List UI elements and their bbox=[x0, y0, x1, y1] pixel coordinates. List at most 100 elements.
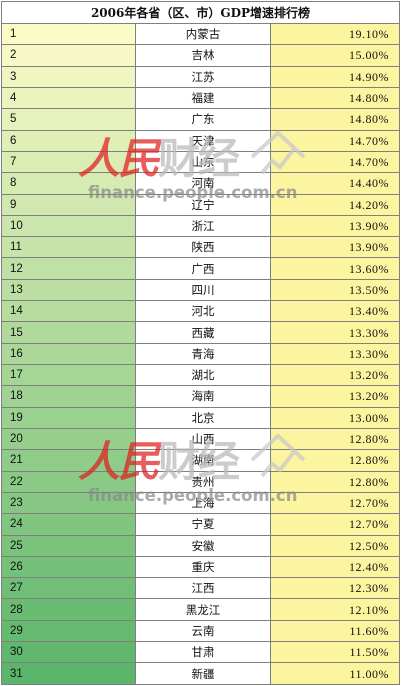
rank-cell: 26 bbox=[1, 555, 136, 579]
province-cell: 广西 bbox=[135, 257, 271, 280]
rank-cell: 24 bbox=[1, 513, 136, 536]
table-row: 26 重庆 12.40% bbox=[1, 555, 400, 579]
table-row: 27 江西 12.30% bbox=[1, 577, 400, 600]
table-row: 3 江苏 14.90% bbox=[1, 65, 400, 88]
growth-rate-cell: 13.60% bbox=[270, 257, 400, 280]
growth-rate-cell: 14.40% bbox=[270, 172, 400, 195]
province-cell: 新疆 bbox=[135, 662, 271, 685]
province-cell: 青海 bbox=[135, 342, 271, 366]
province-cell: 山西 bbox=[135, 427, 271, 451]
growth-rate-cell: 14.90% bbox=[270, 65, 400, 88]
province-cell: 黑龙江 bbox=[135, 598, 271, 621]
growth-rate-cell: 12.10% bbox=[270, 598, 400, 621]
table-row: 31 新疆 11.00% bbox=[1, 662, 400, 685]
rank-cell: 19 bbox=[1, 406, 136, 429]
title-row: 2006年各省（区、市）GDP增速排行榜 bbox=[1, 1, 400, 24]
rank-cell: 8 bbox=[1, 172, 136, 195]
growth-rate-cell: 14.20% bbox=[270, 193, 400, 216]
province-cell: 贵州 bbox=[135, 470, 271, 493]
growth-rate-cell: 13.40% bbox=[270, 300, 400, 323]
rank-cell: 17 bbox=[1, 363, 136, 387]
table-row: 19 北京 13.00% bbox=[1, 406, 400, 429]
table-row: 29 云南 11.60% bbox=[1, 619, 400, 643]
growth-rate-cell: 13.20% bbox=[270, 385, 400, 408]
growth-rate-cell: 12.80% bbox=[270, 470, 400, 493]
growth-rate-cell: 13.90% bbox=[270, 236, 400, 259]
rank-cell: 11 bbox=[1, 236, 136, 259]
table-row: 21 湖南 12.80% bbox=[1, 449, 400, 472]
province-cell: 宁夏 bbox=[135, 513, 271, 536]
table-row: 7 山东 14.70% bbox=[1, 150, 400, 174]
table-row: 5 广东 14.80% bbox=[1, 108, 400, 131]
table-row: 17 湖北 13.20% bbox=[1, 363, 400, 387]
province-cell: 湖南 bbox=[135, 449, 271, 472]
rank-cell: 5 bbox=[1, 108, 136, 131]
growth-rate-cell: 12.80% bbox=[270, 427, 400, 451]
rank-cell: 1 bbox=[1, 22, 136, 46]
growth-rate-cell: 13.50% bbox=[270, 278, 400, 302]
table-row: 15 西藏 13.30% bbox=[1, 321, 400, 344]
province-cell: 河南 bbox=[135, 172, 271, 195]
province-cell: 西藏 bbox=[135, 321, 271, 344]
rank-cell: 6 bbox=[1, 129, 136, 152]
table-row: 1 内蒙古 19.10% bbox=[1, 22, 400, 46]
rank-cell: 2 bbox=[1, 44, 136, 67]
rank-cell: 21 bbox=[1, 449, 136, 472]
growth-rate-cell: 15.00% bbox=[270, 44, 400, 67]
table-row: 30 甘肃 11.50% bbox=[1, 641, 400, 664]
province-cell: 重庆 bbox=[135, 555, 271, 579]
table-row: 2 吉林 15.00% bbox=[1, 44, 400, 67]
rank-cell: 16 bbox=[1, 342, 136, 366]
growth-rate-cell: 12.70% bbox=[270, 491, 400, 515]
province-cell: 上海 bbox=[135, 491, 271, 515]
rank-cell: 22 bbox=[1, 470, 136, 493]
growth-rate-cell: 14.70% bbox=[270, 150, 400, 174]
province-cell: 云南 bbox=[135, 619, 271, 643]
table-row: 14 河北 13.40% bbox=[1, 300, 400, 323]
table-row: 8 河南 14.40% bbox=[1, 172, 400, 195]
rank-cell: 4 bbox=[1, 86, 136, 110]
table-row: 13 四川 13.50% bbox=[1, 278, 400, 302]
growth-rate-cell: 13.30% bbox=[270, 321, 400, 344]
rank-cell: 23 bbox=[1, 491, 136, 515]
province-cell: 甘肃 bbox=[135, 641, 271, 664]
rank-cell: 29 bbox=[1, 619, 136, 643]
table-title: 2006年各省（区、市）GDP增速排行榜 bbox=[1, 1, 400, 24]
table-row: 12 广西 13.60% bbox=[1, 257, 400, 280]
table-row: 9 辽宁 14.20% bbox=[1, 193, 400, 216]
growth-rate-cell: 12.30% bbox=[270, 577, 400, 600]
growth-rate-cell: 13.90% bbox=[270, 214, 400, 238]
table-row: 28 黑龙江 12.10% bbox=[1, 598, 400, 621]
rank-cell: 25 bbox=[1, 534, 136, 557]
province-cell: 安徽 bbox=[135, 534, 271, 557]
rank-cell: 12 bbox=[1, 257, 136, 280]
rank-cell: 27 bbox=[1, 577, 136, 600]
rank-cell: 31 bbox=[1, 662, 136, 685]
province-cell: 福建 bbox=[135, 86, 271, 110]
province-cell: 陕西 bbox=[135, 236, 271, 259]
province-cell: 北京 bbox=[135, 406, 271, 429]
province-cell: 内蒙古 bbox=[135, 22, 271, 46]
table-row: 10 浙江 13.90% bbox=[1, 214, 400, 238]
province-cell: 广东 bbox=[135, 108, 271, 131]
province-cell: 山东 bbox=[135, 150, 271, 174]
growth-rate-cell: 12.50% bbox=[270, 534, 400, 557]
rank-cell: 18 bbox=[1, 385, 136, 408]
table-row: 11 陕西 13.90% bbox=[1, 236, 400, 259]
growth-rate-cell: 14.70% bbox=[270, 129, 400, 152]
province-cell: 吉林 bbox=[135, 44, 271, 67]
table-row: 23 上海 12.70% bbox=[1, 491, 400, 515]
province-cell: 四川 bbox=[135, 278, 271, 302]
rank-cell: 7 bbox=[1, 150, 136, 174]
table-row: 22 贵州 12.80% bbox=[1, 470, 400, 493]
growth-rate-cell: 14.80% bbox=[270, 86, 400, 110]
growth-rate-cell: 12.80% bbox=[270, 449, 400, 472]
table-row: 6 天津 14.70% bbox=[1, 129, 400, 152]
growth-rate-cell: 11.00% bbox=[270, 662, 400, 685]
province-cell: 海南 bbox=[135, 385, 271, 408]
province-cell: 天津 bbox=[135, 129, 271, 152]
rank-cell: 14 bbox=[1, 300, 136, 323]
rank-cell: 3 bbox=[1, 65, 136, 88]
growth-rate-cell: 19.10% bbox=[270, 22, 400, 46]
